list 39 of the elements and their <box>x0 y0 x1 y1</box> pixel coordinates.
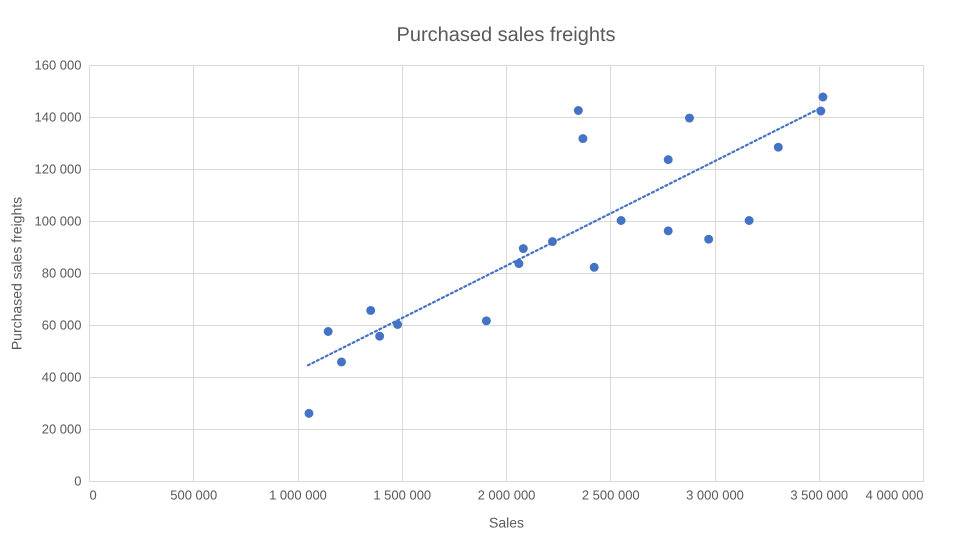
y-tick-label: 0 <box>74 474 82 488</box>
point <box>574 106 583 115</box>
x-tick-label: 1 500 000 <box>373 488 432 502</box>
chart-title: Purchased sales freights <box>396 24 616 46</box>
y-tick-label: 80 000 <box>42 266 82 280</box>
x-tick-label: 1 000 000 <box>269 488 327 502</box>
point <box>482 316 491 326</box>
point <box>818 92 828 102</box>
x-tick-label: 3 500 000 <box>790 488 848 502</box>
x-axis-title: Sales <box>488 514 524 530</box>
y-tick-label: 100 000 <box>34 214 82 228</box>
point <box>685 114 694 123</box>
point <box>375 332 384 341</box>
point <box>590 262 599 272</box>
x-tick-label: 3 000 000 <box>686 488 744 502</box>
y-tick-label: 40 000 <box>42 370 82 384</box>
x-tick-label: 500 000 <box>170 488 218 502</box>
point <box>774 142 783 152</box>
y-tick-label: 60 000 <box>42 318 82 332</box>
point <box>744 216 754 225</box>
point <box>324 327 333 336</box>
point <box>337 357 346 366</box>
point <box>664 226 673 236</box>
y-tick-label: 120 000 <box>34 162 82 176</box>
point <box>616 216 626 225</box>
point <box>366 306 376 315</box>
x-tick-label: 2 000 000 <box>478 488 536 502</box>
x-tick-label: 2 500 000 <box>582 488 640 502</box>
point <box>704 234 714 244</box>
point <box>578 134 588 144</box>
y-tick-label: 140 000 <box>34 110 82 124</box>
y-tick-label: 20 000 <box>42 422 82 436</box>
x-tick-label: 0 <box>90 488 97 502</box>
point <box>518 244 528 254</box>
point <box>304 408 314 418</box>
y-axis-title: Purchased sales freights <box>8 196 25 350</box>
y-tick-label: 160 000 <box>34 58 82 72</box>
x-tick-label: 4 000 000 <box>866 488 924 502</box>
point <box>664 155 673 164</box>
